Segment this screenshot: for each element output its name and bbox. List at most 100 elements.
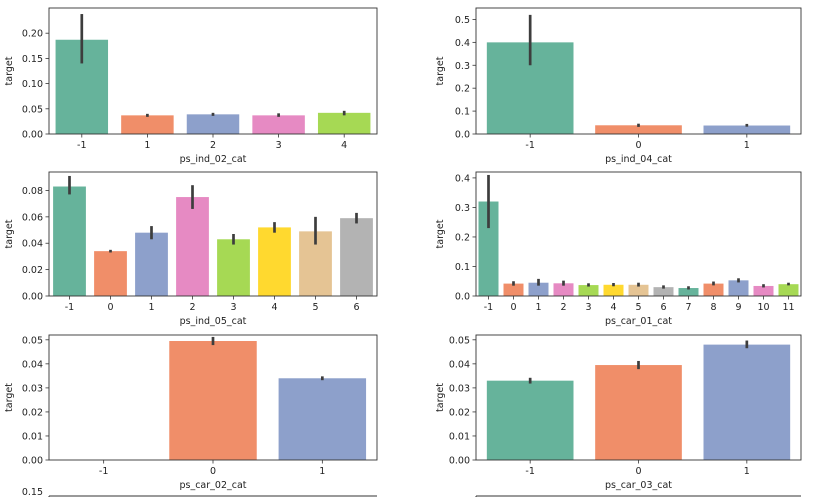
- y-axis-label: target: [435, 219, 446, 248]
- bar-1: [121, 115, 174, 134]
- bar-10: [753, 285, 774, 296]
- y-tick-label: 0.1: [455, 262, 470, 273]
- bar-1: [528, 282, 549, 296]
- x-tick-label-1: 1: [744, 140, 750, 151]
- bar-0: [595, 125, 682, 134]
- y-tick-label: 0.01: [449, 431, 470, 442]
- x-axis-label: ps_ind_02_cat: [180, 154, 247, 165]
- bar-4: [258, 227, 291, 296]
- y-tick-label: 0.08: [22, 186, 43, 197]
- y-axis-label: target: [4, 383, 15, 412]
- x-tick-label-3: 3: [230, 302, 236, 313]
- x-tick-label--1: -1: [99, 466, 108, 477]
- bar-2: [176, 197, 209, 296]
- chart-panel-6: -1 0 1 0.00 0.01 0.02 0.03 0.04 0.05 ps_car_03_ca…: [435, 334, 802, 491]
- axes-frame: [475, 7, 802, 135]
- bar-2: [553, 283, 574, 296]
- bar-1: [703, 125, 791, 134]
- x-tick-label-4: 4: [341, 140, 347, 151]
- x-tick-label-1: 1: [144, 140, 150, 151]
- x-tick-label-6: 6: [353, 302, 359, 313]
- x-tick-label-2: 2: [560, 302, 566, 313]
- y-tick-label: 0.4: [455, 173, 470, 184]
- chart-panel-5: -1 0 1 0.00 0.01 0.02 0.03 0.04 0.05 ps_car_02_ca…: [4, 334, 378, 491]
- x-tick-label-4: 4: [610, 302, 616, 313]
- y-tick-label: 0.2: [455, 232, 470, 243]
- y-axis-label: target: [435, 56, 446, 85]
- x-axis-label: ps_car_02_cat: [179, 480, 246, 491]
- x-tick-label-0: 0: [635, 140, 641, 151]
- chart-panel-1: -1 1 2 3 4 0.00 0.05 0.10 0.15 0.20 ps_ind_02_cat t…: [4, 7, 378, 165]
- x-tick-label-10: 10: [757, 302, 769, 313]
- axes-frame: [48, 334, 378, 461]
- y-tick-label: 0.4: [455, 38, 470, 49]
- y-axis-label: target: [4, 56, 15, 85]
- x-axis-label: ps_ind_05_cat: [180, 316, 247, 327]
- bar-7: [678, 288, 699, 296]
- bar--1: [478, 201, 499, 296]
- chart-panel-4: -1 0 1 2 3 4 5 6 7 8 9 10 11 0.0 0.1 0.2 0.3 0.4 ps_car_01…: [435, 171, 802, 327]
- x-tick-label-9: 9: [735, 302, 741, 313]
- bar--1: [486, 380, 574, 460]
- bar-4: [603, 284, 624, 296]
- x-tick-label-3: 3: [276, 140, 282, 151]
- y-tick-label: 0.05: [449, 335, 470, 346]
- x-tick-label-2: 2: [189, 302, 195, 313]
- y-tick-label: 0.00: [449, 456, 470, 467]
- x-tick-label-1: 1: [319, 466, 325, 477]
- x-tick-label-5: 5: [312, 302, 318, 313]
- x-tick-label-3: 3: [585, 302, 591, 313]
- x-tick-label-8: 8: [710, 302, 716, 313]
- y-tick-label: 0.02: [449, 407, 470, 418]
- y-tick-label: 0.06: [22, 212, 43, 223]
- chart-panel-3: -1 0 1 2 3 4 5 6 0.00 0.02 0.04 0.06 0.08 ps_ind_05_c…: [4, 171, 378, 327]
- x-tick-label-2: 2: [210, 140, 216, 151]
- y-tick-label: 0.05: [22, 335, 43, 346]
- x-axis-label: ps_car_01_cat: [605, 316, 672, 327]
- bar-0: [503, 283, 524, 296]
- y-tick-label: 0.03: [449, 383, 470, 394]
- x-tick-label--1: -1: [77, 140, 86, 151]
- bar-0: [169, 341, 257, 460]
- x-tick-label--1: -1: [525, 466, 534, 477]
- bar-6: [340, 218, 373, 296]
- y-tick-label: 0.10: [22, 79, 43, 90]
- axes-frame: [475, 334, 802, 461]
- y-tick-label: 0.1: [455, 107, 470, 118]
- chart-panel-7: 0.15: [22, 487, 801, 497]
- y-tick-label: 0.00: [22, 456, 43, 467]
- x-tick-label-1: 1: [744, 466, 750, 477]
- bar-2: [186, 114, 240, 134]
- bar-3: [217, 239, 250, 296]
- y-tick-label: 0.01: [22, 431, 43, 442]
- bar-8: [703, 283, 724, 296]
- y-tick-label: 0.3: [455, 203, 470, 214]
- x-tick-label-0: 0: [107, 302, 113, 313]
- y-tick-label: 0.15: [22, 54, 43, 65]
- x-tick-label--1: -1: [525, 140, 534, 151]
- x-tick-label-11: 11: [782, 302, 794, 313]
- y-axis-label: target: [435, 383, 446, 412]
- axes-frame: [48, 171, 378, 297]
- y-tick-label: 0.5: [455, 15, 470, 26]
- bar-0: [595, 365, 682, 460]
- bar-6: [653, 287, 674, 296]
- bar-1: [135, 232, 168, 296]
- y-tick-label: 0.04: [449, 359, 470, 370]
- x-tick-label-7: 7: [685, 302, 691, 313]
- x-axis-label: ps_car_03_cat: [605, 480, 672, 491]
- y-tick-label: 0.2: [455, 84, 470, 95]
- bar-3: [578, 285, 599, 296]
- bar-3: [252, 115, 305, 134]
- x-tick-label--1: -1: [65, 302, 74, 313]
- bar-9: [728, 280, 749, 296]
- x-tick-label-0: 0: [510, 302, 516, 313]
- axes-frame: [48, 7, 378, 135]
- y-tick-label: 0.00: [22, 130, 43, 141]
- y-tick-label: 0.05: [22, 104, 43, 115]
- x-tick-label-1: 1: [148, 302, 154, 313]
- y-tick-label: 0.02: [22, 407, 43, 418]
- x-tick-label-0: 0: [210, 466, 216, 477]
- bar-1: [278, 378, 367, 460]
